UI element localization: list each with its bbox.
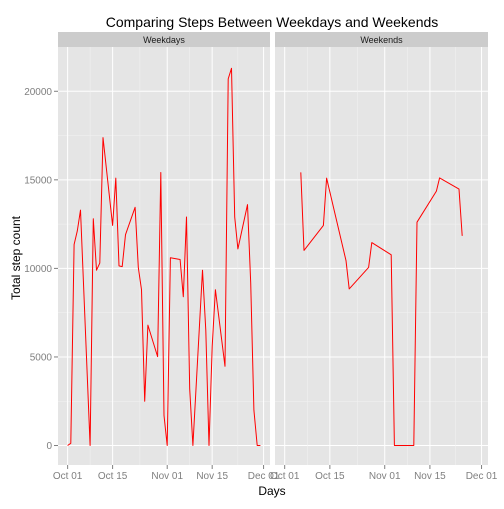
facet-strip: [275, 32, 488, 47]
series-line-weekends: [300, 172, 463, 446]
x-tick-label: Oct 01: [270, 471, 300, 482]
x-tick-label: Oct 01: [53, 471, 83, 482]
y-tick-label: 5000: [30, 352, 53, 363]
y-tick-label: 0: [46, 441, 52, 452]
x-axis-title: Days: [258, 484, 285, 498]
chart-title: Comparing Steps Between Weekdays and Wee…: [106, 14, 439, 30]
y-axis: 0 5000 10000 15000 20000: [24, 87, 58, 452]
x-tick-label: Oct 15: [315, 471, 345, 482]
facet-strip: [58, 32, 270, 47]
y-axis-title: Total step count: [9, 215, 23, 300]
x-tick-label: Nov 01: [369, 471, 401, 482]
y-tick-label: 15000: [24, 175, 52, 186]
x-tick-label: Nov 01: [151, 471, 183, 482]
panel-background: [275, 47, 488, 465]
facet-panel-weekends: Weekends Oct 01 Oct 15 Nov 01 Nov 15 Dec 01: [270, 32, 498, 482]
series-line-weekdays: [67, 67, 261, 446]
x-tick-label: Nov 15: [196, 471, 228, 482]
y-tick-label: 10000: [24, 264, 52, 275]
x-tick-label: Dec 01: [466, 471, 498, 482]
x-tick-label: Dec 01: [248, 471, 280, 482]
x-tick-label: Oct 15: [98, 471, 128, 482]
y-tick-label: 20000: [24, 87, 52, 98]
facet-strip-label: Weekends: [360, 35, 403, 45]
facet-panel-weekdays: Weekdays Oct 01 Oct 15 Nov 01 Nov 15 Dec 01: [53, 32, 280, 482]
x-tick-label: Nov 15: [414, 471, 446, 482]
facet-strip-label: Weekdays: [143, 35, 185, 45]
